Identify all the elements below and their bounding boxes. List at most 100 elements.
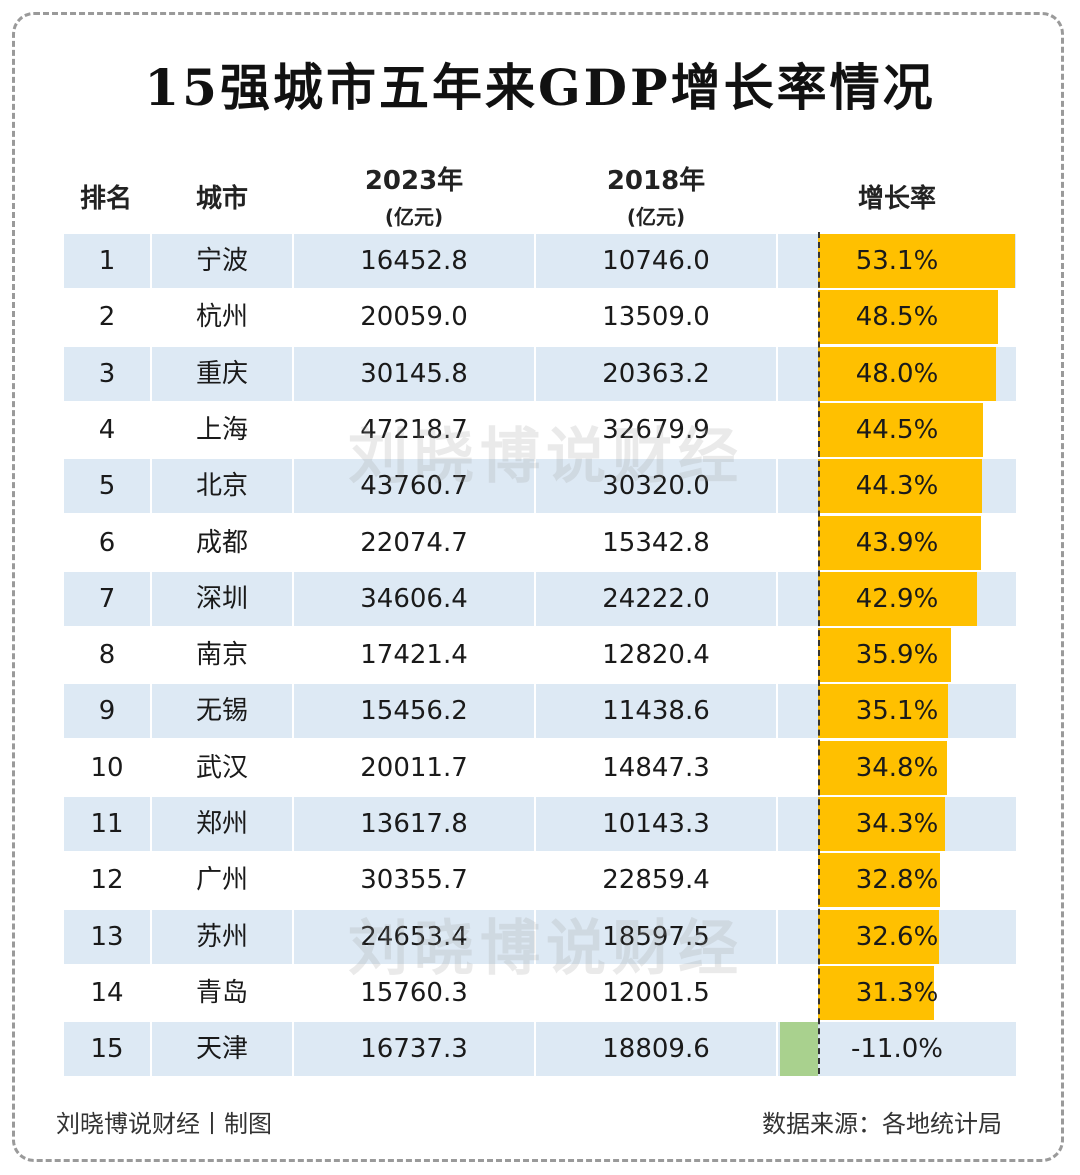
rank-cell-bg (64, 346, 150, 401)
gdp2018-cell: 22859.4 (602, 865, 710, 896)
chart-title: 15强城市五年来GDP增长率情况 (144, 58, 936, 117)
table-row: 10 武汉 20011.7 14847.3 34.8% (0, 740, 1080, 795)
city-cell-bg (152, 234, 292, 288)
gdp2023-cell: 16737.3 (360, 1034, 468, 1065)
header-gdp2018: 2018年 (亿元) (536, 160, 776, 230)
growth-bar (818, 684, 949, 739)
rank-cell-bg (64, 459, 150, 514)
rank-cell: 14 (90, 977, 124, 1008)
gdp2018-cell: 10143.3 (602, 809, 710, 839)
growth-label: 34.8% (855, 752, 939, 783)
table-row: 12 广州 30355.7 22859.4 32.8% (0, 853, 1080, 908)
growth-label: 35.1% (855, 696, 939, 727)
header-gdp2018-unit: (亿元) (626, 205, 686, 229)
growth-label: 34.3% (855, 809, 939, 839)
city-cell: 上海 (195, 414, 248, 445)
table-row: 9 无锡 15456.2 11438.6 35.1% (0, 684, 1080, 739)
growth-label: 42.9% (855, 583, 939, 614)
gdp2023-cell-bg (294, 571, 534, 626)
rank-cell: 4 (98, 414, 116, 445)
gdp2018-cell: 18597.5 (602, 921, 710, 952)
gdp2018-cell-bg (536, 909, 776, 964)
gdp2023-cell-bg (294, 459, 534, 514)
rank-cell: 12 (90, 865, 124, 896)
gdp2023-cell: 17421.4 (360, 640, 468, 671)
gdp2023-cell: 15456.2 (360, 696, 468, 727)
gdp2018-cell: 14847.3 (602, 752, 710, 783)
growth-bar (818, 346, 997, 401)
gdp2023-cell-bg (294, 234, 534, 288)
table-row: 8 南京 17421.4 12820.4 35.9% (0, 628, 1080, 683)
table-row: 4 上海 47218.7 32679.9 44.5% (0, 402, 1080, 457)
rank-cell-bg (64, 797, 150, 851)
growth-bar (818, 797, 946, 851)
gdp2023-cell-bg (294, 1022, 534, 1077)
header-gdp2023-unit: (亿元) (384, 205, 444, 229)
gdp2018-cell-bg (536, 346, 776, 401)
city-cell: 南京 (195, 640, 248, 671)
gdp2018-cell: 12820.4 (602, 640, 710, 671)
gdp2023-cell-bg (294, 684, 534, 739)
rank-cell: 6 (98, 527, 116, 558)
city-cell-bg (152, 797, 292, 851)
city-cell: 青岛 (195, 977, 248, 1008)
gdp2018-cell: 13509.0 (602, 302, 710, 333)
rank-cell: 3 (98, 358, 116, 389)
growth-label: 32.6% (855, 921, 939, 952)
rank-cell: 11 (90, 809, 124, 839)
city-cell: 北京 (195, 471, 248, 502)
city-cell: 成都 (195, 527, 248, 558)
gdp2018-cell: 12001.5 (602, 977, 710, 1008)
gdp2023-cell: 24653.4 (360, 921, 468, 952)
table-row: 3 重庆 30145.8 20363.2 48.0% (0, 346, 1080, 401)
growth-bar (818, 740, 948, 795)
header-gdp2018-label: 2018年 (606, 166, 706, 196)
header-growth-label: 增长率 (857, 184, 936, 214)
gdp2018-cell: 30320.0 (602, 471, 710, 502)
growth-bar (818, 459, 983, 514)
gdp2023-cell: 20059.0 (360, 302, 468, 333)
growth-bar (818, 965, 935, 1020)
table-row: 6 成都 22074.7 15342.8 43.9% (0, 515, 1080, 570)
city-cell: 重庆 (195, 358, 248, 389)
gdp2018-cell-bg (536, 571, 776, 626)
header-gdp2023-label: 2023年 (364, 166, 464, 196)
gdp2018-cell-bg (536, 797, 776, 851)
table-row: 2 杭州 20059.0 13509.0 48.5% (0, 290, 1080, 345)
growth-label: -11.0% (851, 1034, 943, 1065)
table-row: 1 宁波 16452.8 10746.0 53.1% (0, 234, 1080, 288)
city-cell-bg (152, 909, 292, 964)
city-cell: 武汉 (195, 752, 248, 783)
growth-bar (818, 571, 978, 626)
rank-cell-bg (64, 684, 150, 739)
growth-bar (818, 628, 952, 683)
footer-source: 数据来源：各地统计局 (762, 1110, 1002, 1138)
rank-cell: 8 (98, 640, 116, 671)
rank-cell-bg (64, 1022, 150, 1077)
growth-label: 44.5% (855, 414, 939, 445)
header-rank: 排名 (62, 178, 150, 215)
city-cell: 苏州 (195, 921, 248, 952)
gdp2023-cell-bg (294, 346, 534, 401)
rank-cell: 13 (90, 921, 124, 952)
header-rank-label: 排名 (79, 184, 132, 214)
rank-cell: 1 (98, 246, 116, 276)
growth-bar (818, 909, 939, 964)
gdp2018-cell: 11438.6 (602, 696, 710, 727)
rank-cell: 15 (90, 1034, 124, 1065)
city-cell: 郑州 (195, 809, 248, 839)
table-row: 11 郑州 13617.8 10143.3 34.3% (0, 797, 1080, 851)
gdp2023-cell: 34606.4 (360, 583, 468, 614)
gdp2018-cell: 32679.9 (602, 414, 710, 445)
growth-label: 35.9% (855, 640, 939, 671)
city-cell-bg (152, 1022, 292, 1077)
gdp2023-cell: 15760.3 (360, 977, 468, 1008)
gdp2018-cell: 15342.8 (602, 527, 710, 558)
rank-cell: 7 (98, 583, 116, 614)
gdp2018-cell-bg (536, 234, 776, 288)
gdp2018-cell: 20363.2 (602, 358, 710, 389)
city-cell-bg (152, 571, 292, 626)
header-gdp2023: 2023年 (亿元) (294, 160, 534, 230)
gdp2018-cell: 18809.6 (602, 1034, 710, 1065)
